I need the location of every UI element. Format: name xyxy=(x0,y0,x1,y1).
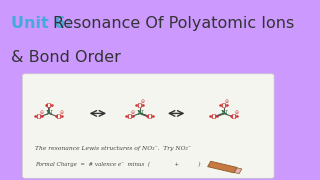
Text: O: O xyxy=(56,113,62,121)
Text: O: O xyxy=(221,102,227,110)
Text: ⊖: ⊖ xyxy=(130,110,134,115)
Text: O: O xyxy=(211,113,217,121)
Polygon shape xyxy=(208,161,237,173)
FancyBboxPatch shape xyxy=(22,74,274,178)
Text: ⊖: ⊖ xyxy=(224,99,228,104)
Text: Resonance Of Polyatomic Ions: Resonance Of Polyatomic Ions xyxy=(53,16,294,31)
Text: O: O xyxy=(137,102,143,110)
Polygon shape xyxy=(234,168,242,174)
Text: Unit 6:: Unit 6: xyxy=(11,16,72,31)
Text: Formal Charge  =  # valence e⁻  minus  (              +           ): Formal Charge = # valence e⁻ minus ( + ) xyxy=(35,162,200,167)
Text: N: N xyxy=(45,109,52,117)
Text: & Bond Order: & Bond Order xyxy=(11,50,121,65)
Text: O: O xyxy=(36,113,42,121)
Text: O: O xyxy=(46,102,52,110)
Text: O: O xyxy=(231,113,237,121)
Text: ⊖: ⊖ xyxy=(235,110,239,115)
Text: ⊖: ⊖ xyxy=(60,110,64,115)
Text: N: N xyxy=(136,109,143,117)
Text: O: O xyxy=(127,113,133,121)
Text: The resonance Lewis structures of NO₃⁻.  Try NO₂⁻: The resonance Lewis structures of NO₃⁻. … xyxy=(35,146,191,151)
Text: ⊖: ⊖ xyxy=(140,99,145,104)
Text: O: O xyxy=(147,113,153,121)
Text: N: N xyxy=(220,109,227,117)
Text: ⊖: ⊖ xyxy=(39,110,44,115)
